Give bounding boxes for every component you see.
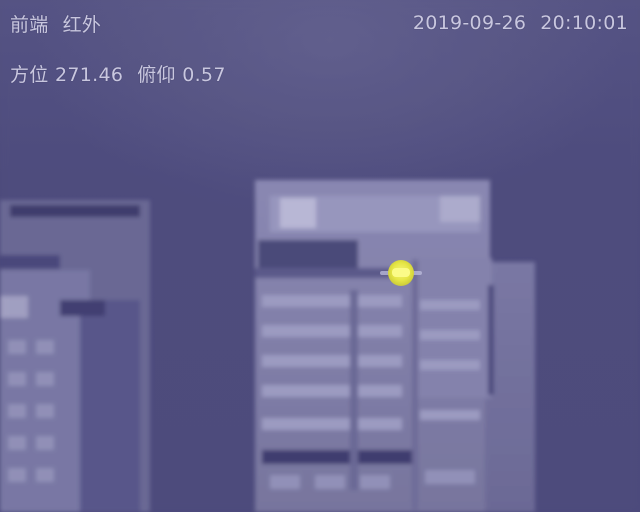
ptz-readout: 方位 271.46 俯仰 0.57 [10, 60, 226, 87]
hotspot-core [392, 268, 410, 277]
camera-position-label: 前端 [10, 14, 49, 36]
pitch-label: 俯仰 [137, 64, 176, 86]
timestamp: 2019-09-26 20:10:01 [413, 12, 628, 34]
azimuth-value: 271.46 [54, 64, 124, 86]
infrared-mode-label: 红外 [62, 14, 102, 36]
hotspot-target [380, 259, 422, 287]
azimuth-label: 方位 [10, 64, 49, 86]
camera-mode-label: 前端 红外 [10, 10, 101, 37]
time-text: 20:10:01 [540, 12, 628, 34]
date-text: 2019-09-26 [412, 12, 527, 34]
pitch-value: 0.57 [182, 64, 226, 86]
